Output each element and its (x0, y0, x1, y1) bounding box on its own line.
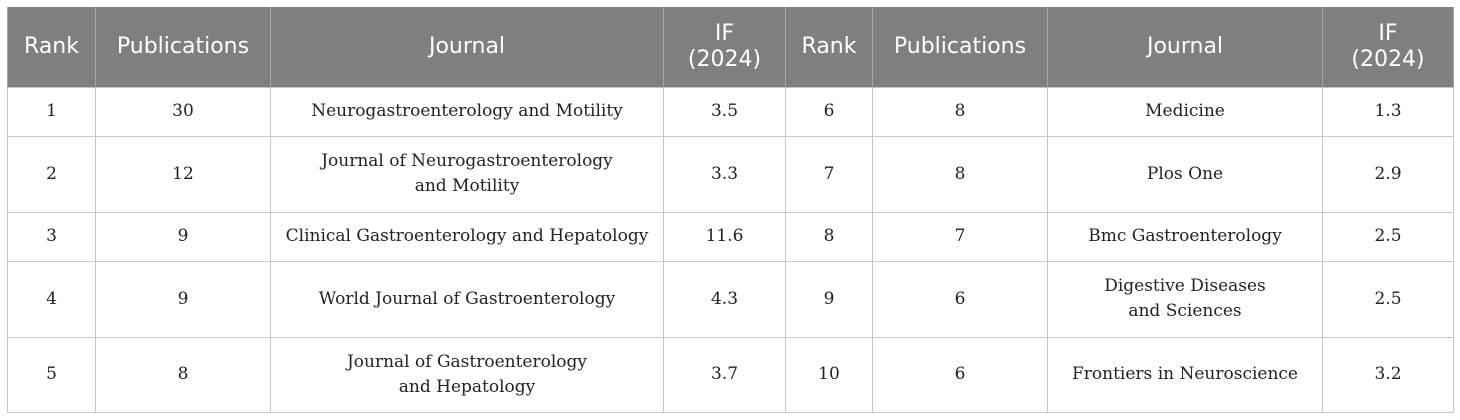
rank-cell: 5 (7, 336, 96, 413)
journal-cell: Neurogastroenterology and Motility (270, 86, 664, 137)
journal-cell: Frontiers in Neuroscience (1047, 336, 1323, 413)
rank-cell: 7 (785, 135, 873, 213)
rank-cell: 9 (785, 260, 873, 338)
impact-factor-cell: 2.5 (1322, 211, 1454, 262)
publications-cell: 6 (872, 336, 1048, 413)
journal-cell: Journal of Neurogastroenterology and Mot… (270, 135, 664, 213)
header-rank: Rank (785, 7, 873, 87)
journal-cell: Bmc Gastroenterology (1047, 211, 1323, 262)
publications-cell: 9 (95, 211, 271, 262)
journal-cell: Plos One (1047, 135, 1323, 213)
rank-cell: 1 (7, 86, 96, 137)
table-row: 2 12 Journal of Neurogastroenterology an… (7, 135, 1454, 213)
journal-cell: Digestive Diseases and Sciences (1047, 260, 1323, 338)
journal-ranking-table: Rank Publications Journal IF (2024) Rank… (7, 7, 1454, 413)
impact-factor-cell: 11.6 (663, 211, 786, 262)
header-journal: Journal (270, 7, 664, 87)
publications-cell: 8 (872, 86, 1048, 137)
impact-factor-cell: 3.2 (1322, 336, 1454, 413)
header-journal: Journal (1047, 7, 1323, 87)
journal-table-container: Rank Publications Journal IF (2024) Rank… (7, 7, 1454, 413)
impact-factor-cell: 2.9 (1322, 135, 1454, 213)
publications-cell: 8 (872, 135, 1048, 213)
table-row: 4 9 World Journal of Gastroenterology 4.… (7, 260, 1454, 338)
publications-cell: 30 (95, 86, 271, 137)
header-publications: Publications (95, 7, 271, 87)
header-rank: Rank (7, 7, 96, 87)
header-row: Rank Publications Journal IF (2024) Rank… (7, 7, 1454, 87)
journal-cell: Medicine (1047, 86, 1323, 137)
journal-cell: Clinical Gastroenterology and Hepatology (270, 211, 664, 262)
rank-cell: 6 (785, 86, 873, 137)
rank-cell: 2 (7, 135, 96, 213)
impact-factor-cell: 4.3 (663, 260, 786, 338)
publications-cell: 8 (95, 336, 271, 413)
table-row: 3 9 Clinical Gastroenterology and Hepato… (7, 211, 1454, 262)
impact-factor-cell: 2.5 (1322, 260, 1454, 338)
journal-cell: World Journal of Gastroenterology (270, 260, 664, 338)
rank-cell: 4 (7, 260, 96, 338)
header-impact-factor: IF (2024) (1322, 7, 1454, 87)
rank-cell: 3 (7, 211, 96, 262)
publications-cell: 9 (95, 260, 271, 338)
publications-cell: 12 (95, 135, 271, 213)
impact-factor-cell: 3.3 (663, 135, 786, 213)
header-impact-factor: IF (2024) (663, 7, 786, 87)
rank-cell: 8 (785, 211, 873, 262)
table-row: 5 8 Journal of Gastroenterology and Hepa… (7, 336, 1454, 413)
publications-cell: 6 (872, 260, 1048, 338)
impact-factor-cell: 1.3 (1322, 86, 1454, 137)
impact-factor-cell: 3.5 (663, 86, 786, 137)
publications-cell: 7 (872, 211, 1048, 262)
impact-factor-cell: 3.7 (663, 336, 786, 413)
rank-cell: 10 (785, 336, 873, 413)
journal-cell: Journal of Gastroenterology and Hepatolo… (270, 336, 664, 413)
header-publications: Publications (872, 7, 1048, 87)
table-row: 1 30 Neurogastroenterology and Motility … (7, 86, 1454, 137)
